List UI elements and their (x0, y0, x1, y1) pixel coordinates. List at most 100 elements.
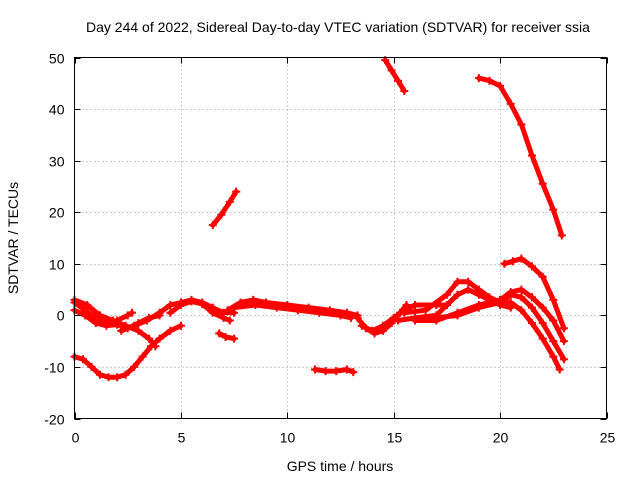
data-point (108, 316, 117, 325)
data-point (549, 337, 558, 346)
data-point (474, 285, 483, 294)
data-point (87, 362, 96, 371)
data-point (117, 326, 126, 335)
data-point (332, 367, 341, 376)
y-tick-label: 0 (57, 308, 65, 324)
y-tick-label: -20 (44, 412, 64, 428)
y-tick-label: -10 (44, 360, 64, 376)
chart-title: Day 244 of 2022, Sidereal Day-to-day VTE… (86, 19, 590, 35)
x-tick-label: 20 (493, 430, 509, 446)
data-point (208, 221, 217, 230)
data-point (187, 297, 196, 306)
data-point (166, 301, 175, 309)
data-point (368, 326, 377, 335)
data-point (538, 319, 547, 328)
data-point (474, 301, 483, 309)
data-point (215, 329, 224, 338)
data-point (432, 316, 441, 325)
data-point (517, 254, 526, 263)
data-point (79, 355, 87, 364)
data-point (353, 313, 362, 322)
data-point (336, 311, 345, 320)
data-point (176, 301, 185, 309)
data-point (496, 295, 505, 304)
data-point (121, 370, 130, 379)
data-point (411, 316, 419, 325)
data-point (506, 99, 515, 108)
x-tick-label: 0 (72, 430, 80, 446)
data-point (96, 311, 104, 320)
y-tick-label: 50 (49, 51, 65, 67)
data-point (549, 205, 558, 214)
data-point (130, 321, 139, 330)
data-point (104, 373, 113, 382)
data-point (130, 362, 139, 371)
data-point (166, 326, 175, 335)
data-point (549, 352, 558, 361)
data-point (464, 285, 473, 294)
series-track-14 (382, 57, 407, 94)
data-point (442, 301, 451, 309)
data-point (123, 311, 132, 320)
ticks: 0 5 10 15 20 25 -20 -10 0 10 20 30 40 50 (44, 51, 615, 446)
series-track-06 (72, 323, 184, 380)
data-point (223, 306, 232, 315)
data-point (400, 308, 409, 317)
data-point (315, 308, 324, 317)
y-tick-label: 30 (49, 154, 65, 170)
data-point (517, 306, 526, 315)
data-point (400, 87, 409, 95)
data-point (528, 293, 536, 302)
data-point (272, 303, 281, 312)
data-point (538, 272, 547, 281)
data-point (96, 370, 104, 379)
data-point (342, 365, 351, 374)
y-tick-label: 10 (49, 257, 65, 273)
y-tick-label: 40 (49, 102, 65, 118)
x-tick-label: 25 (600, 430, 616, 446)
data-point (453, 290, 462, 299)
data-point (113, 373, 122, 382)
data-point (142, 316, 151, 325)
data-point (349, 368, 358, 377)
data-point (528, 262, 536, 271)
y-axis-label: SDTVAR / TECUs (5, 182, 21, 294)
data-point (221, 333, 230, 341)
data-point (145, 334, 153, 343)
data-point (311, 365, 319, 374)
data-point (538, 179, 547, 188)
series-group (70, 56, 568, 382)
data-point (474, 74, 483, 83)
data-point (528, 303, 536, 312)
data-point (453, 308, 462, 317)
data-point (217, 210, 226, 219)
x-tick-label: 15 (387, 430, 403, 446)
data-point (225, 197, 234, 206)
data-point (496, 81, 505, 90)
data-point (421, 306, 430, 315)
data-point (198, 300, 207, 308)
data-point (293, 306, 302, 315)
y-tick-label: 20 (49, 205, 65, 221)
data-point (166, 308, 175, 317)
data-point (357, 321, 366, 330)
data-point (538, 303, 547, 312)
series-track-08 (210, 189, 239, 228)
x-axis-label: GPS time / hours (287, 458, 394, 474)
data-point (549, 295, 558, 304)
data-point (538, 334, 547, 343)
data-point (517, 293, 526, 302)
data-point (559, 337, 568, 346)
data-point (176, 321, 185, 330)
series-track-03 (72, 297, 158, 349)
data-point (464, 277, 473, 286)
data-point (506, 288, 515, 297)
data-point (549, 316, 558, 325)
data-point (249, 295, 258, 304)
data-point (442, 290, 451, 299)
data-point (81, 311, 90, 320)
data-point (83, 301, 92, 309)
data-point (394, 316, 402, 325)
